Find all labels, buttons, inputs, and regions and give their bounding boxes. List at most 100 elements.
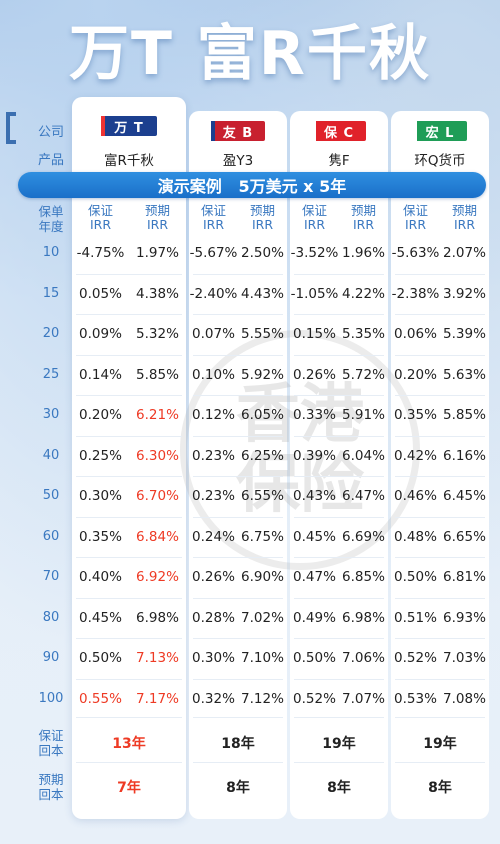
row-divider bbox=[395, 717, 485, 718]
expected-irr-cell: 7.17% bbox=[136, 690, 179, 707]
row-divider bbox=[294, 273, 384, 275]
expected-irr-cell: 6.98% bbox=[136, 609, 179, 626]
row-divider bbox=[76, 557, 182, 558]
row-label-policy-year: 保单 年度 bbox=[38, 204, 64, 234]
page-title: 万T 富R千秋 bbox=[68, 18, 432, 89]
guaranteed-irr-cell: 0.05% bbox=[79, 285, 122, 302]
row-divider bbox=[193, 557, 283, 558]
column-card-2 bbox=[189, 111, 287, 819]
row-divider bbox=[76, 678, 182, 680]
row-divider bbox=[76, 435, 182, 437]
product-name: 环Q货币 bbox=[414, 153, 466, 169]
row-divider bbox=[76, 314, 182, 315]
row-divider bbox=[193, 762, 283, 763]
company-badge: 万 T bbox=[101, 116, 157, 136]
guaranteed-irr-cell: 0.30% bbox=[79, 488, 122, 504]
expected-irr-header: 预期 IRR bbox=[249, 203, 275, 232]
expected-irr-cell: 6.81% bbox=[443, 569, 486, 585]
expected-payback-cell: 8年 bbox=[327, 780, 351, 796]
expected-irr-cell: 7.10% bbox=[241, 650, 284, 666]
expected-irr-cell: 7.07% bbox=[342, 690, 385, 707]
expected-irr-cell: 6.69% bbox=[342, 528, 385, 545]
expected-irr-cell: 6.04% bbox=[342, 447, 385, 464]
expected-irr-cell: 7.13% bbox=[136, 650, 179, 666]
row-divider bbox=[294, 435, 384, 437]
expected-irr-cell: 7.06% bbox=[342, 650, 385, 666]
row-divider bbox=[395, 678, 485, 680]
expected-irr-cell: 6.55% bbox=[241, 488, 284, 504]
expected-irr-cell: 5.91% bbox=[342, 407, 385, 423]
expected-payback-cell: 8年 bbox=[428, 780, 452, 796]
guaranteed-irr-cell: 0.28% bbox=[192, 609, 235, 626]
company-name: 万 T bbox=[114, 120, 144, 136]
expected-irr-cell: 5.35% bbox=[342, 326, 385, 342]
row-divider bbox=[193, 717, 283, 718]
row-divider bbox=[294, 557, 384, 558]
row-divider bbox=[76, 762, 182, 763]
row-divider bbox=[294, 314, 384, 315]
guaranteed-irr-header: 保证 IRR bbox=[301, 203, 327, 232]
expected-irr-cell: 6.25% bbox=[241, 447, 284, 464]
company-badge: 宏 L bbox=[413, 121, 467, 141]
guaranteed-irr-cell: 0.30% bbox=[192, 650, 235, 666]
policy-year: 100 bbox=[38, 690, 64, 706]
guaranteed-irr-cell: 0.35% bbox=[394, 407, 437, 423]
guaranteed-irr-cell: 0.25% bbox=[79, 447, 122, 464]
guaranteed-irr-cell: -2.38% bbox=[391, 285, 440, 302]
expected-irr-cell: 6.85% bbox=[342, 569, 385, 585]
row-divider bbox=[294, 678, 384, 680]
guaranteed-irr-header: 保证 IRR bbox=[402, 203, 428, 232]
expected-irr-cell: 7.08% bbox=[443, 690, 486, 707]
expected-irr-cell: 5.85% bbox=[136, 366, 179, 383]
row-divider bbox=[294, 516, 384, 518]
expected-irr-cell: 2.07% bbox=[443, 245, 486, 261]
badge-accent bbox=[413, 121, 417, 141]
row-divider bbox=[193, 314, 283, 315]
scenario-banner-text: 演示案例 5万美元 x 5年 bbox=[157, 177, 347, 196]
guaranteed-irr-cell: 0.12% bbox=[192, 407, 235, 423]
row-divider bbox=[76, 717, 182, 718]
guaranteed-irr-cell: 0.10% bbox=[192, 366, 235, 383]
guaranteed-irr-cell: 0.06% bbox=[394, 326, 437, 342]
guaranteed-irr-cell: 0.53% bbox=[394, 690, 437, 707]
guaranteed-irr-cell: 0.50% bbox=[293, 650, 336, 666]
expected-irr-cell: 7.12% bbox=[241, 690, 284, 707]
row-divider bbox=[193, 678, 283, 680]
guaranteed-irr-cell: 0.07% bbox=[192, 326, 235, 342]
expected-irr-cell: 1.97% bbox=[136, 245, 179, 261]
expected-irr-cell: 5.63% bbox=[443, 366, 486, 383]
row-divider bbox=[193, 476, 283, 477]
row-divider bbox=[395, 476, 485, 477]
row-divider bbox=[193, 516, 283, 518]
guaranteed-irr-cell: -5.67% bbox=[189, 245, 238, 261]
row-divider bbox=[395, 557, 485, 558]
company-name: 宏 L bbox=[425, 125, 455, 141]
row-divider bbox=[193, 638, 283, 639]
row-divider bbox=[193, 597, 283, 599]
company-badge: 友 B bbox=[211, 121, 265, 141]
guaranteed-irr-cell: 0.32% bbox=[192, 690, 235, 707]
row-divider bbox=[76, 395, 182, 396]
guaranteed-irr-cell: 0.24% bbox=[192, 528, 235, 545]
row-divider bbox=[294, 395, 384, 396]
row-divider bbox=[193, 354, 283, 356]
guaranteed-irr-cell: 0.50% bbox=[394, 569, 437, 585]
company-badge: 保 C bbox=[312, 121, 366, 141]
badge-accent bbox=[312, 121, 316, 141]
row-label-guaranteed-payback: 保证 回本 bbox=[38, 728, 64, 758]
guaranteed-irr-cell: 0.43% bbox=[293, 488, 336, 504]
guaranteed-irr-cell: 0.15% bbox=[293, 326, 336, 342]
guaranteed-irr-cell: 0.45% bbox=[293, 528, 336, 545]
expected-irr-header: 预期 IRR bbox=[451, 203, 477, 232]
expected-irr-cell: 7.03% bbox=[443, 650, 486, 666]
guaranteed-irr-cell: 0.49% bbox=[293, 609, 336, 626]
expected-irr-cell: 4.22% bbox=[342, 285, 385, 302]
row-label-company: 公司 bbox=[37, 125, 64, 140]
guaranteed-irr-header: 保证 IRR bbox=[200, 203, 226, 232]
expected-irr-cell: 2.50% bbox=[241, 245, 284, 261]
expected-irr-cell: 5.85% bbox=[443, 407, 486, 423]
expected-irr-cell: 5.92% bbox=[241, 366, 284, 383]
row-divider bbox=[395, 597, 485, 599]
policy-year: 30 bbox=[42, 407, 60, 422]
expected-irr-cell: 4.43% bbox=[241, 285, 284, 302]
